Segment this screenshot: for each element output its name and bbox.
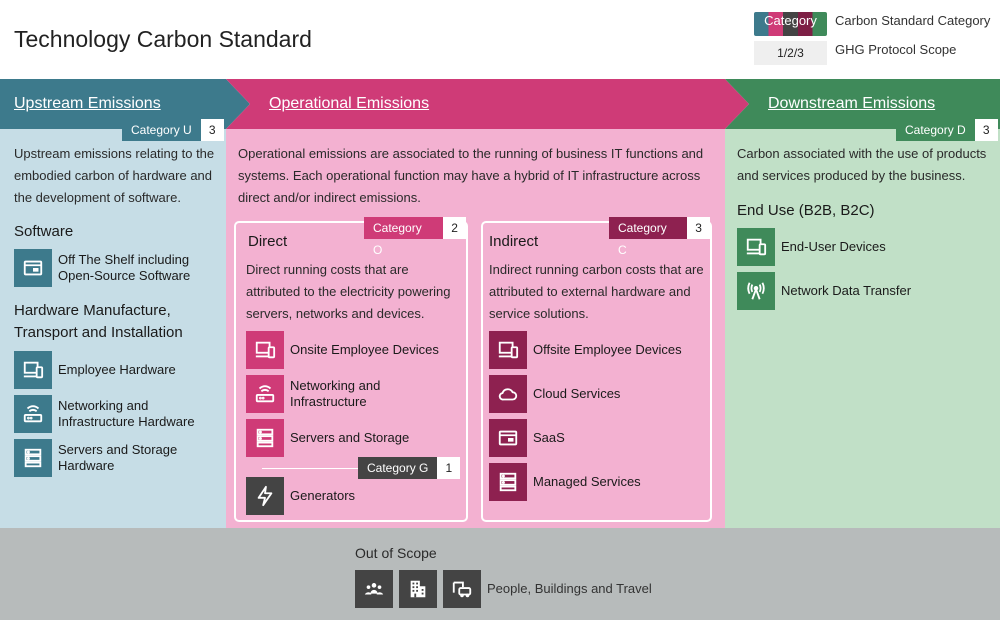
category-badge-c: Category C 3 <box>609 217 710 257</box>
item-label: Generators <box>290 488 356 503</box>
building-icon <box>399 570 437 608</box>
car-icon <box>443 570 481 608</box>
server-icon <box>489 463 527 501</box>
item-label: Managed Services <box>533 474 641 489</box>
item-label: End-User Devices <box>781 239 886 254</box>
downstream-heading-link[interactable]: Downstream Emissions <box>768 95 936 112</box>
legend-category-text: Carbon Standard Category <box>835 13 991 28</box>
item-label: Network Data Transfer <box>781 283 912 298</box>
operational-header: Operational Emissions <box>226 79 749 129</box>
item-label: Servers and Storage <box>290 430 410 445</box>
list-item: Managed Services <box>489 463 641 501</box>
category-label: Category U <box>122 119 201 141</box>
devices-icon <box>14 351 52 389</box>
cloud-icon <box>489 375 527 413</box>
list-item: Off The Shelf including Open-Source Soft… <box>14 249 208 287</box>
legend-scope-chip: 1/2/3 <box>754 41 827 65</box>
end-use-heading: End Use (B2B, B2C) <box>737 202 875 219</box>
legend-category-chip: Category <box>754 12 827 36</box>
list-item: Generators <box>246 477 355 515</box>
item-label: Off The Shelf including Open-Source Soft… <box>58 252 191 283</box>
server-icon <box>14 439 52 477</box>
item-label: Cloud Services <box>533 386 621 401</box>
scope-number: 1 <box>437 457 461 479</box>
indirect-heading: Indirect <box>489 233 539 250</box>
downstream-description: Carbon associated with the use of produc… <box>737 146 987 183</box>
category-badge-g: Category G 1 <box>358 457 461 479</box>
indirect-box: Indirect Category C 3 Indirect running c… <box>481 217 712 522</box>
generator-divider <box>262 468 440 469</box>
category-badge-o: Category O 2 <box>364 217 466 257</box>
item-label: Offsite Employee Devices <box>533 342 682 357</box>
server-icon <box>246 419 284 457</box>
operational-description: Operational emissions are associated to … <box>238 146 704 205</box>
scope-number: 3 <box>200 119 224 141</box>
upstream-column: Category U 3 Upstream emissions relating… <box>0 119 226 528</box>
page-title: Technology Carbon Standard <box>14 26 312 52</box>
direct-description: Direct running costs that are attributed… <box>246 262 451 321</box>
list-item: Network Data Transfer <box>737 272 911 310</box>
item-label: Employee Hardware <box>58 362 176 377</box>
category-badge-d: Category D 3 <box>896 119 998 141</box>
item-label: Servers and Storage Hardware <box>58 442 178 473</box>
list-item: Servers and Storage Hardware <box>14 439 208 477</box>
lightning-icon <box>246 477 284 515</box>
list-item: SaaS <box>489 419 565 457</box>
devices-icon <box>489 331 527 369</box>
item-label: Networking and Infrastructure <box>290 378 381 409</box>
out-of-scope-label: People, Buildings and Travel <box>487 581 652 596</box>
upstream-description: Upstream emissions relating to the embod… <box>14 146 215 205</box>
out-of-scope-icons <box>355 570 481 608</box>
category-label: Category G <box>358 457 438 479</box>
indirect-description: Indirect running carbon costs that are a… <box>489 262 704 321</box>
item-label: Networking and Infrastructure Hardware <box>58 398 195 429</box>
people-icon <box>355 570 393 608</box>
scope-number: 3 <box>687 217 710 239</box>
upstream-heading-link[interactable]: Upstream Emissions <box>14 95 161 112</box>
hardware-heading: Hardware Manufacture, Transport and Inst… <box>14 302 183 341</box>
router-icon <box>14 395 52 433</box>
list-item: Employee Hardware <box>14 351 176 389</box>
downstream-column: Category D 3 Carbon associated with the … <box>725 119 1000 528</box>
antenna-icon <box>737 272 775 310</box>
out-of-scope-section: Out of Scope People, Buildings and Trave… <box>0 528 1000 620</box>
category-label: Category D <box>896 119 975 141</box>
operational-column: Operational emissions are associated to … <box>226 129 725 528</box>
window-icon <box>14 249 52 287</box>
item-label: Onsite Employee Devices <box>290 342 439 357</box>
direct-box: Direct Category O 2 Direct running costs… <box>234 217 468 522</box>
software-heading: Software <box>14 223 74 240</box>
list-item: Servers and Storage <box>246 419 409 457</box>
operational-heading-link[interactable]: Operational Emissions <box>269 95 430 112</box>
list-item: End-User Devices <box>737 228 886 266</box>
list-item: Networking and Infrastructure Hardware <box>14 395 208 433</box>
devices-icon <box>737 228 775 266</box>
legend-scope-text: GHG Protocol Scope <box>835 42 957 57</box>
item-label: SaaS <box>533 430 565 445</box>
scope-number: 3 <box>974 119 998 141</box>
list-item: Offsite Employee Devices <box>489 331 682 369</box>
list-item: Networking and Infrastructure <box>246 375 420 413</box>
direct-heading: Direct <box>248 233 288 250</box>
router-icon <box>246 375 284 413</box>
scope-number: 2 <box>443 217 466 239</box>
out-of-scope-heading: Out of Scope <box>355 545 437 561</box>
devices-icon <box>246 331 284 369</box>
category-badge-u: Category U 3 <box>122 119 224 141</box>
list-item: Onsite Employee Devices <box>246 331 439 369</box>
window-icon <box>489 419 527 457</box>
category-label: Category O <box>364 217 444 257</box>
category-label: Category C <box>609 217 688 257</box>
downstream-header: Downstream Emissions <box>725 79 1000 129</box>
list-item: Cloud Services <box>489 375 620 413</box>
